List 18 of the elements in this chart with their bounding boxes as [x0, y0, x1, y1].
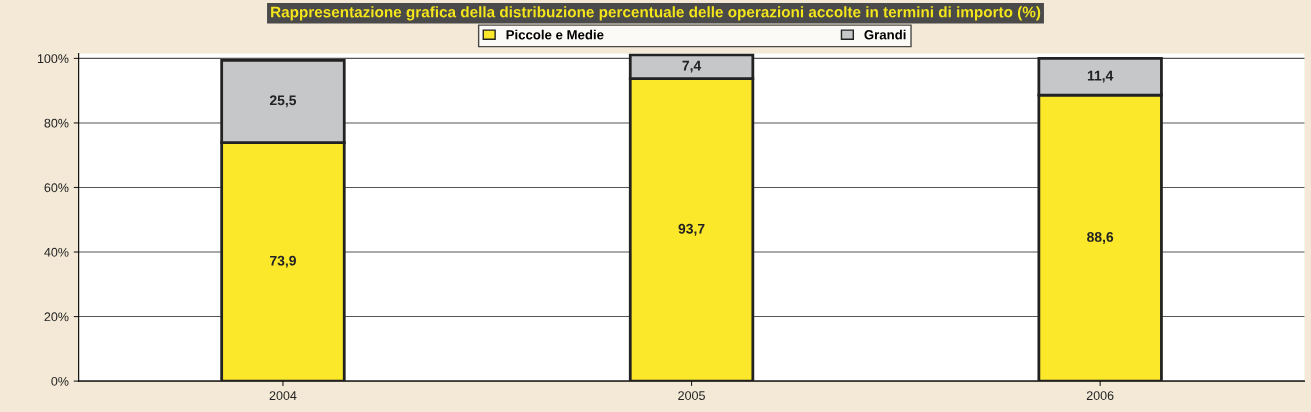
- data-label: 73,9: [270, 255, 296, 268]
- data-label: 11,4: [1087, 70, 1114, 83]
- y-tick-label: 20%: [44, 312, 69, 322]
- y-tick-label: 40%: [44, 247, 69, 257]
- x-tick-label: 2006: [1086, 391, 1114, 400]
- data-label: 7,4: [682, 60, 702, 73]
- chart-title: Rappresentazione grafica della distribuzione percentuale delle operazioni accolte in termini di importo (%): [271, 6, 1041, 21]
- legend-label: Piccole e Medie: [506, 29, 604, 40]
- data-label: 88,6: [1087, 232, 1114, 244]
- legend-label: Grandi: [864, 29, 906, 40]
- data-label: 25,5: [269, 95, 297, 108]
- data-label: 93,7: [678, 223, 705, 236]
- x-tick-label: 2004: [269, 391, 297, 400]
- y-tick-label: 60%: [44, 183, 69, 193]
- y-tick-label: 0%: [51, 376, 69, 386]
- x-tick-label: 2005: [678, 391, 705, 400]
- y-tick-label: 100%: [37, 54, 69, 64]
- y-tick-label: 80%: [44, 118, 69, 128]
